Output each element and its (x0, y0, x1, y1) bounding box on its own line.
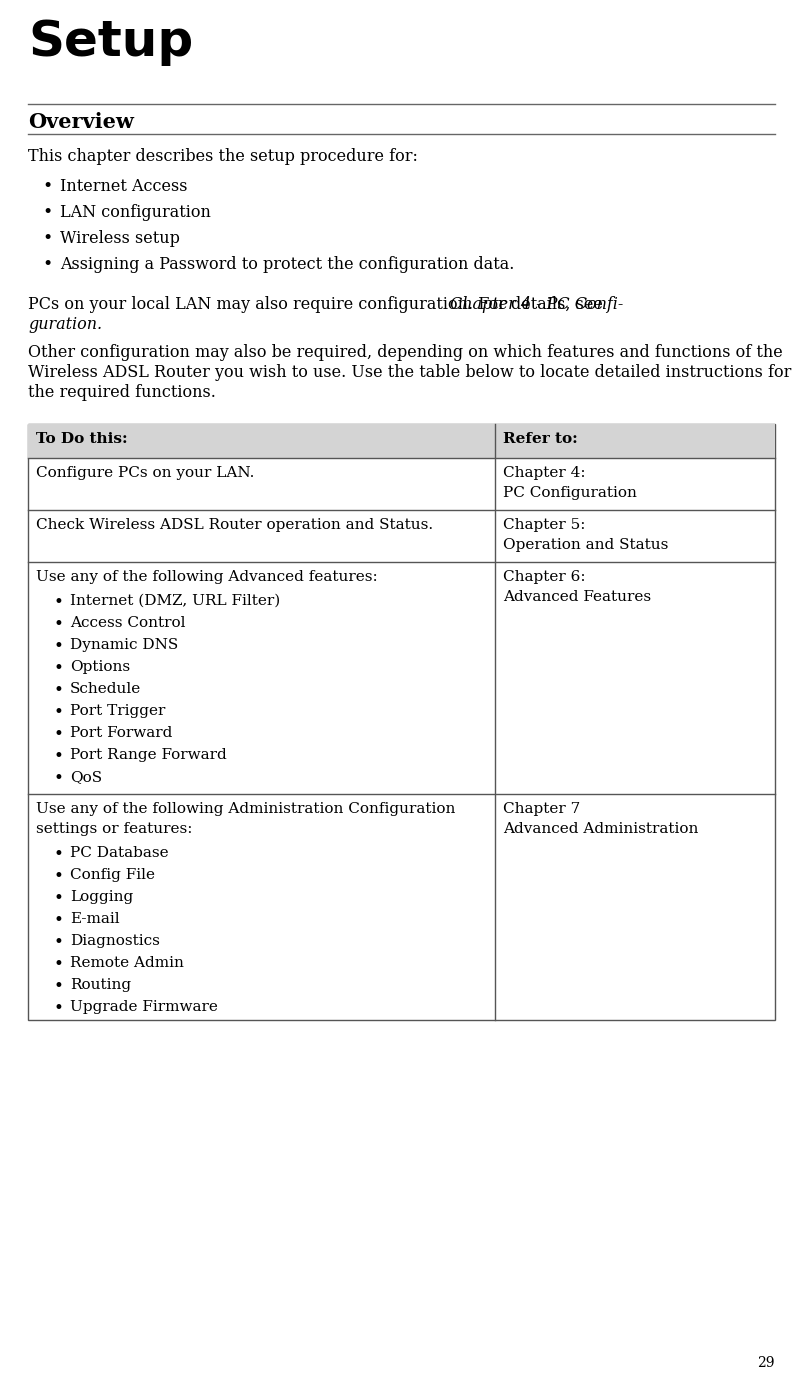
Text: Wireless setup: Wireless setup (60, 230, 180, 247)
Text: •: • (54, 1000, 64, 1017)
Text: Wireless ADSL Router you wish to use. Use the table below to locate detailed ins: Wireless ADSL Router you wish to use. Us… (28, 364, 791, 381)
Text: •: • (42, 204, 52, 220)
Text: Port Trigger: Port Trigger (70, 704, 165, 718)
Text: Chapter 7: Chapter 7 (502, 802, 579, 816)
Text: Use any of the following Administration Configuration: Use any of the following Administration … (36, 802, 455, 816)
Text: PCs on your local LAN may also require configuration. For details, see: PCs on your local LAN may also require c… (28, 296, 607, 312)
Text: Options: Options (70, 660, 130, 674)
Text: •: • (54, 617, 64, 633)
Text: Overview: Overview (28, 112, 134, 133)
Text: Use any of the following Advanced features:: Use any of the following Advanced featur… (36, 571, 377, 585)
Text: Port Range Forward: Port Range Forward (70, 748, 226, 762)
Text: •: • (54, 770, 64, 787)
Text: •: • (54, 594, 64, 611)
Text: E-mail: E-mail (70, 912, 119, 926)
Text: Assigning a Password to protect the configuration data.: Assigning a Password to protect the conf… (60, 257, 514, 273)
Text: Schedule: Schedule (70, 682, 141, 696)
Text: Chapter 6:: Chapter 6: (502, 571, 585, 585)
Text: •: • (54, 704, 64, 721)
Text: •: • (54, 725, 64, 744)
Text: •: • (54, 660, 64, 677)
Text: Routing: Routing (70, 978, 131, 992)
Text: Diagnostics: Diagnostics (70, 935, 160, 949)
Text: Access Control: Access Control (70, 617, 185, 631)
Text: Chapter 4 - PC Confi-: Chapter 4 - PC Confi- (450, 296, 623, 312)
Text: Operation and Status: Operation and Status (502, 538, 667, 552)
Text: Logging: Logging (70, 890, 133, 904)
Text: Setup: Setup (28, 18, 193, 66)
Text: •: • (54, 912, 64, 929)
Text: •: • (54, 868, 64, 884)
Text: Advanced Administration: Advanced Administration (502, 822, 698, 836)
Text: •: • (54, 748, 64, 764)
Text: •: • (54, 956, 64, 972)
Text: •: • (42, 179, 52, 195)
Text: Refer to:: Refer to: (502, 432, 577, 446)
Text: •: • (54, 978, 64, 995)
Text: Internet Access: Internet Access (60, 179, 187, 195)
Text: 29: 29 (756, 1356, 774, 1370)
Text: Check Wireless ADSL Router operation and Status.: Check Wireless ADSL Router operation and… (36, 518, 432, 531)
Text: To Do this:: To Do this: (36, 432, 128, 446)
Text: •: • (54, 638, 64, 656)
Text: PC Configuration: PC Configuration (502, 485, 636, 499)
Text: the required functions.: the required functions. (28, 384, 216, 400)
Text: Upgrade Firmware: Upgrade Firmware (70, 1000, 217, 1014)
Text: Chapter 4:: Chapter 4: (502, 466, 585, 480)
Text: Remote Admin: Remote Admin (70, 956, 184, 970)
Text: •: • (54, 890, 64, 907)
Text: Advanced Features: Advanced Features (502, 590, 650, 604)
Text: Dynamic DNS: Dynamic DNS (70, 638, 178, 651)
Text: settings or features:: settings or features: (36, 822, 192, 836)
Text: QoS: QoS (70, 770, 102, 784)
Text: Config File: Config File (70, 868, 155, 882)
Text: Chapter 5:: Chapter 5: (502, 518, 585, 531)
Text: •: • (54, 845, 64, 864)
Text: guration.: guration. (28, 317, 102, 333)
Text: Port Forward: Port Forward (70, 725, 172, 739)
Text: •: • (54, 935, 64, 951)
Text: •: • (42, 257, 52, 273)
Bar (28, 424, 774, 458)
Text: LAN configuration: LAN configuration (60, 204, 211, 220)
Text: Other configuration may also be required, depending on which features and functi: Other configuration may also be required… (28, 345, 782, 361)
Text: This chapter describes the setup procedure for:: This chapter describes the setup procedu… (28, 148, 417, 165)
Text: •: • (42, 230, 52, 247)
Bar (28, 424, 774, 1020)
Text: Configure PCs on your LAN.: Configure PCs on your LAN. (36, 466, 254, 480)
Text: Internet (DMZ, URL Filter): Internet (DMZ, URL Filter) (70, 594, 280, 608)
Text: PC Database: PC Database (70, 845, 168, 859)
Text: •: • (54, 682, 64, 699)
